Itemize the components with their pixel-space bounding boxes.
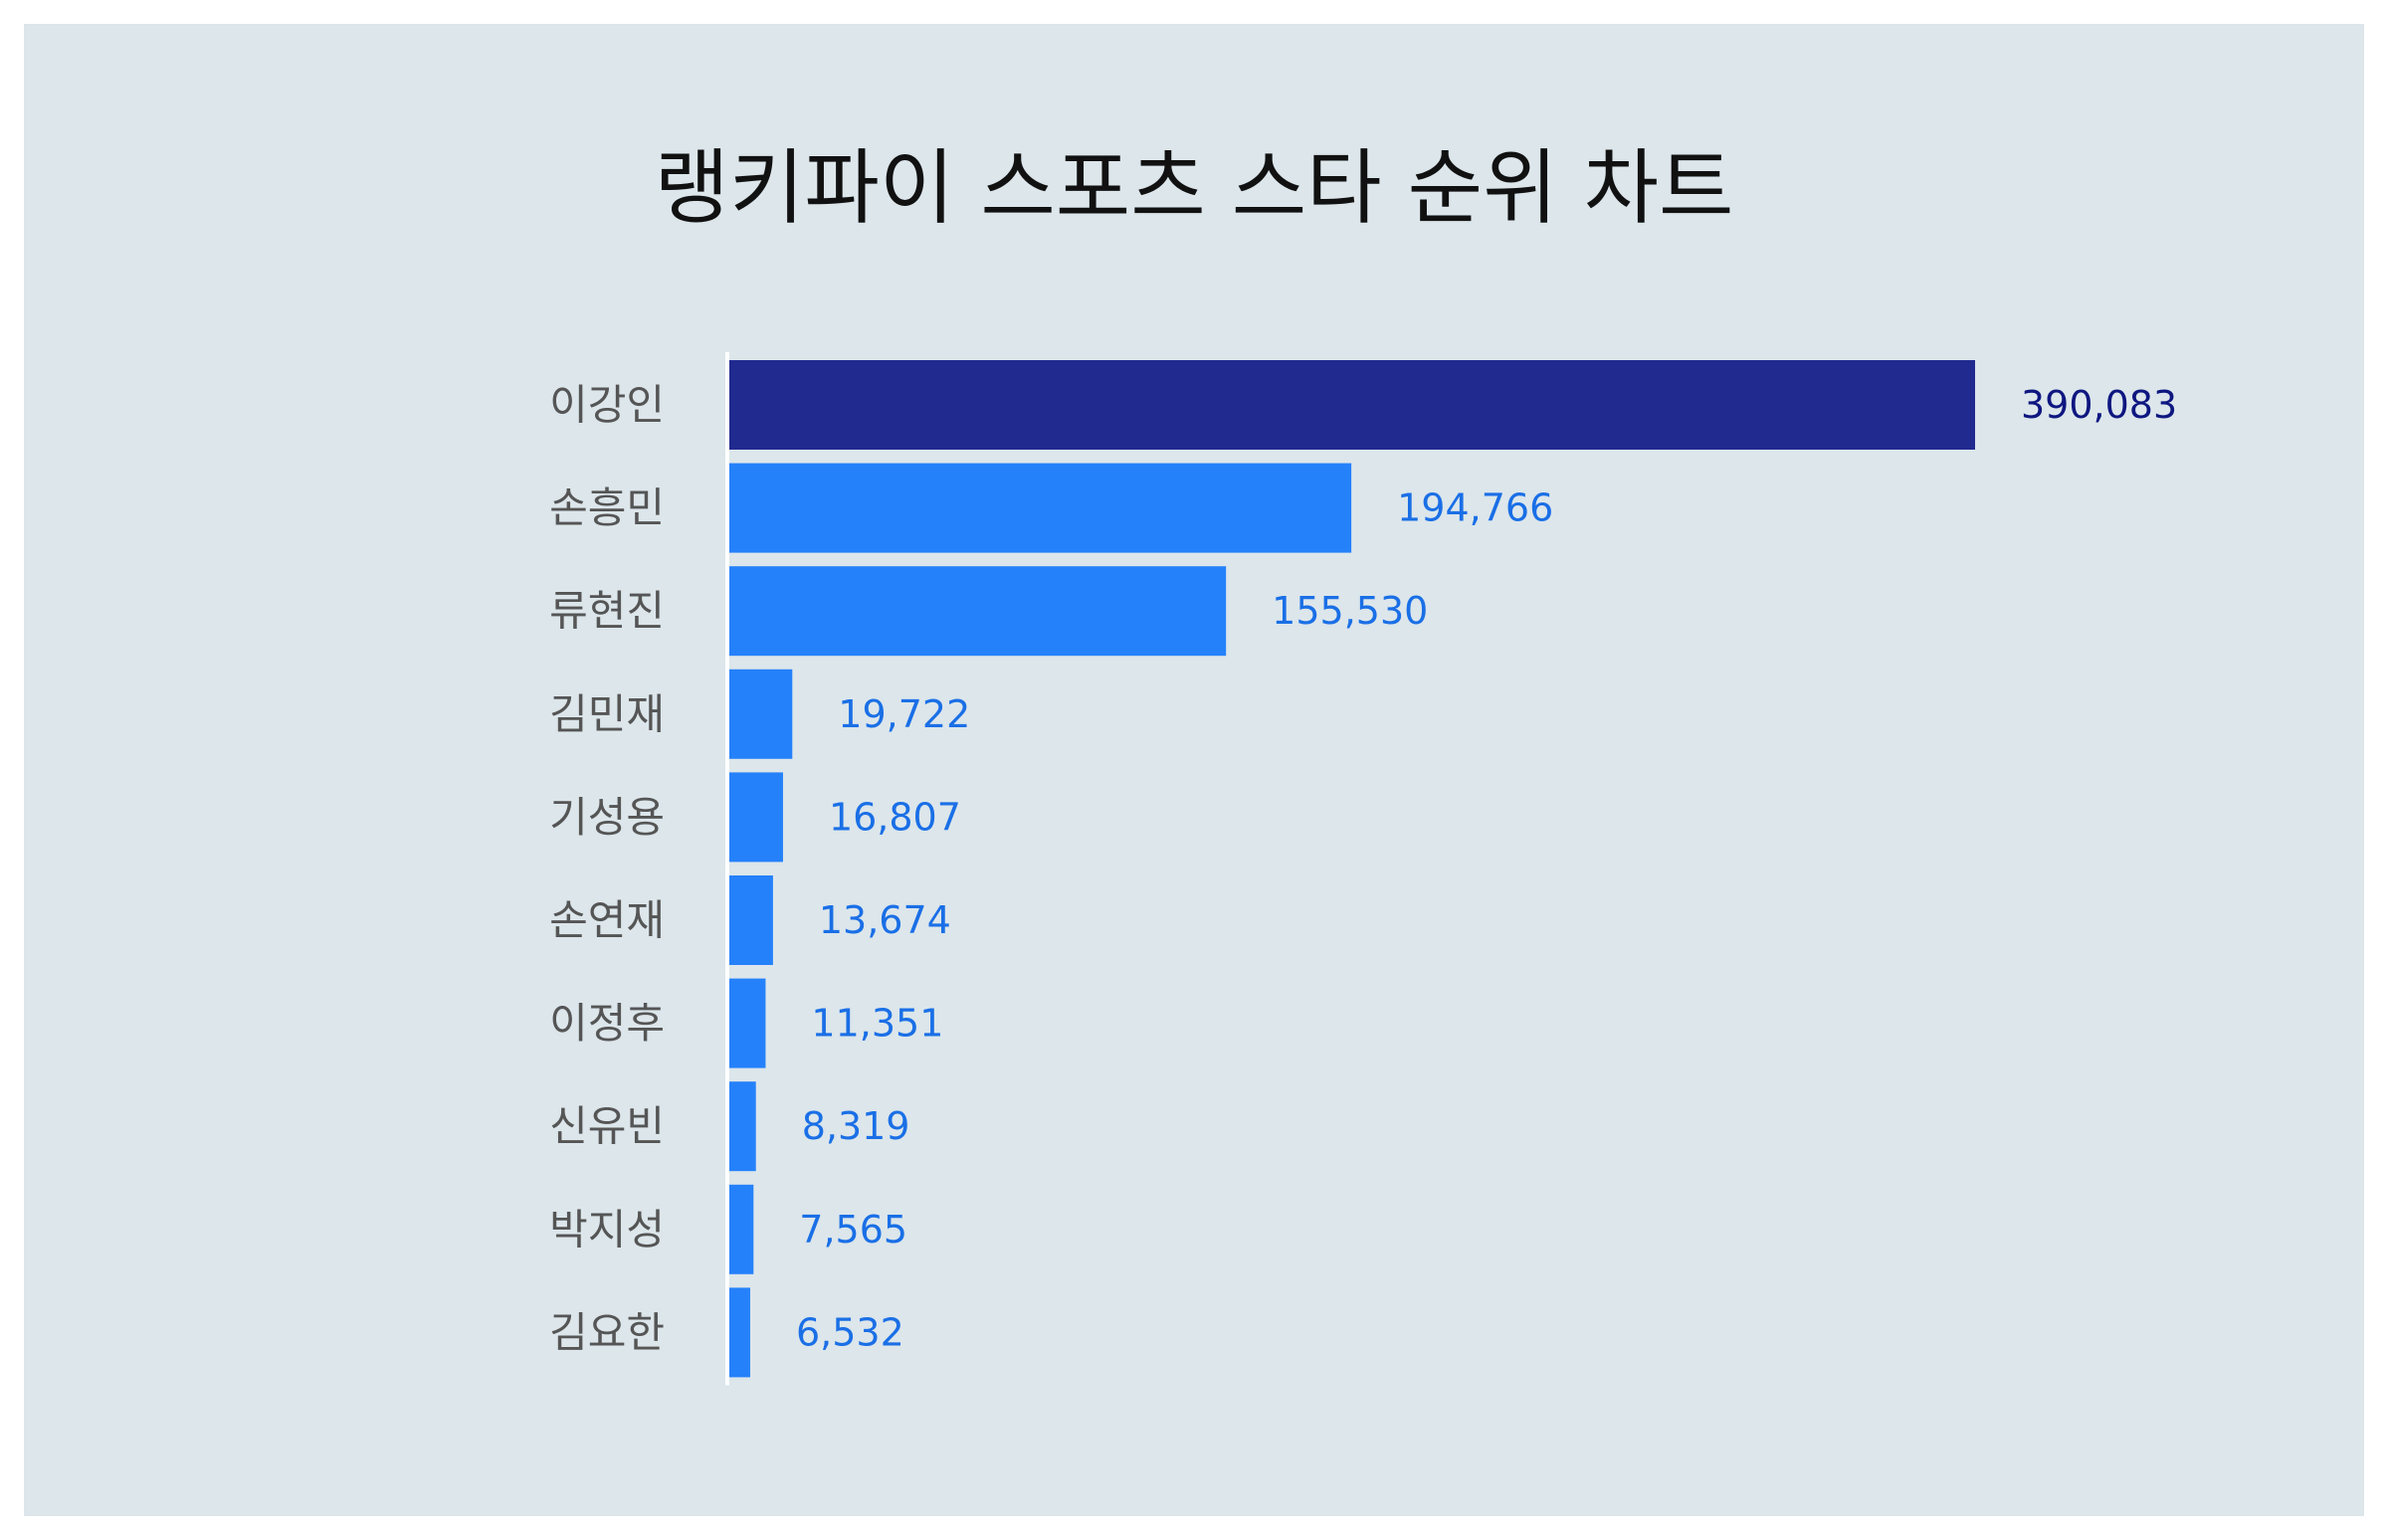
value-label-8: 8,319 bbox=[802, 1104, 910, 1148]
bar-10 bbox=[729, 1287, 750, 1378]
bar-5 bbox=[729, 772, 783, 863]
category-label-1: 이강인 bbox=[549, 381, 665, 430]
value-label-6: 13,674 bbox=[819, 898, 951, 942]
bar-6 bbox=[729, 875, 773, 965]
value-label-7: 11,351 bbox=[811, 1002, 943, 1046]
category-label-8: 신유빈 bbox=[549, 1102, 665, 1151]
value-label-5: 16,807 bbox=[829, 795, 961, 839]
value-label-3: 155,530 bbox=[1272, 589, 1428, 633]
category-label-10: 김요한 bbox=[549, 1308, 665, 1357]
chart-title: 랭키파이 스포츠 스타 순위 차트 bbox=[654, 141, 1734, 236]
value-label-2: 194,766 bbox=[1397, 486, 1553, 530]
bar-1 bbox=[729, 360, 1975, 450]
bar-3 bbox=[729, 566, 1227, 657]
bar-4 bbox=[729, 669, 793, 759]
bar-8 bbox=[729, 1081, 756, 1172]
category-label-4: 김민재 bbox=[549, 689, 665, 738]
value-label-4: 19,722 bbox=[838, 692, 970, 736]
category-label-6: 손연재 bbox=[549, 896, 665, 945]
bar-2 bbox=[729, 463, 1352, 553]
category-label-3: 류현진 bbox=[549, 587, 665, 636]
value-label-1: 390,083 bbox=[2021, 383, 2177, 427]
category-label-5: 기성용 bbox=[549, 793, 665, 842]
category-label-2: 손흥민 bbox=[549, 483, 665, 532]
bar-7 bbox=[729, 978, 766, 1068]
value-label-9: 7,565 bbox=[799, 1208, 907, 1251]
category-label-9: 박지성 bbox=[549, 1205, 665, 1253]
bar-9 bbox=[729, 1184, 754, 1274]
value-label-10: 6,532 bbox=[796, 1310, 904, 1354]
chart-panel bbox=[24, 24, 2364, 1516]
category-label-7: 이정후 bbox=[549, 999, 665, 1048]
